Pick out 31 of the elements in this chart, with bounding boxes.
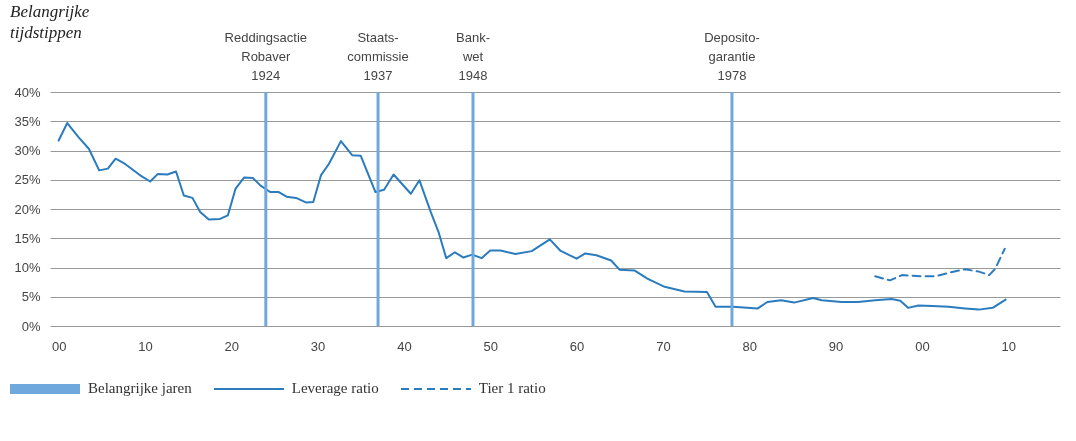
x-tick-label: 00: [915, 338, 930, 354]
x-tick-label: 50: [483, 338, 498, 354]
line-series: [874, 247, 1006, 282]
x-tick-label: 70: [656, 338, 671, 354]
ref-line-label: Reddingsactie Robaver 1924: [224, 30, 308, 83]
line-series: [57, 122, 1007, 311]
x-tick-label: 90: [828, 338, 844, 354]
chart-title: Belangrijke tijdstippen: [10, 2, 90, 42]
y-tick-label: 10%: [14, 260, 41, 275]
y-tick-label: 0%: [21, 318, 41, 334]
y-tick-label: 15%: [14, 230, 41, 246]
x-tick-label: 20: [224, 338, 240, 354]
ref-line-label: Deposito- garantie 1978: [704, 30, 760, 83]
y-tick-label: 5%: [21, 289, 41, 305]
legend-label: Tier 1 ratio: [478, 380, 546, 397]
x-tick-label: 30: [310, 338, 326, 354]
y-tick-label: 20%: [14, 201, 41, 217]
x-tick-label: 10: [1001, 338, 1016, 354]
x-tick-label: 00: [51, 338, 67, 354]
ref-line-label: Bank- wet 1948: [456, 30, 490, 83]
legend-label: Leverage ratio: [291, 380, 379, 397]
y-tick-label: 40%: [14, 84, 41, 100]
y-tick-label: 35%: [14, 113, 41, 129]
x-tick-label: 80: [742, 338, 757, 354]
x-tick-label: 10: [138, 338, 153, 354]
y-tick-label: 25%: [14, 172, 41, 188]
ref-line-label: Staats- commissie 1937: [347, 30, 409, 83]
y-tick-label: 30%: [14, 143, 41, 158]
x-tick-label: 40: [397, 338, 412, 354]
x-tick-label: 60: [569, 338, 585, 354]
text: Belangrijke jaren: [88, 380, 192, 397]
